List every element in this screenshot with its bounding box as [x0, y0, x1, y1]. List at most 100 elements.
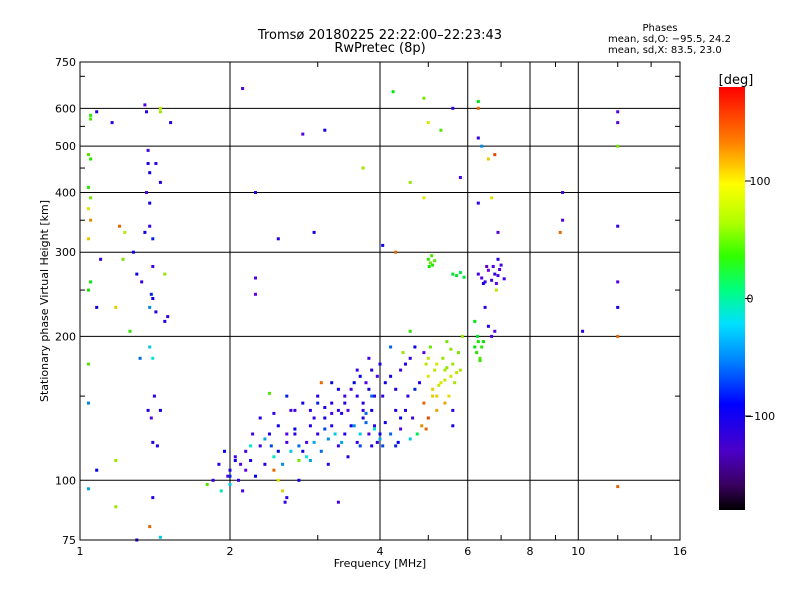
data-point: [457, 351, 460, 355]
data-point: [146, 408, 150, 412]
data-point: [316, 432, 320, 436]
data-point: [493, 272, 497, 276]
data-point: [481, 340, 485, 344]
data-point: [87, 153, 90, 157]
data-point: [455, 274, 459, 278]
data-point: [143, 103, 147, 107]
data-point: [373, 424, 376, 428]
data-point: [233, 459, 237, 462]
data-point: [399, 416, 403, 420]
x-tick-label: 1: [77, 545, 84, 558]
data-point: [375, 374, 379, 378]
data-point: [431, 394, 435, 398]
data-point: [426, 257, 430, 261]
data-point: [118, 224, 121, 228]
data-point: [269, 444, 273, 448]
data-point: [458, 271, 462, 275]
x-tick-label: 4: [377, 545, 384, 558]
data-point: [249, 459, 253, 462]
data-point: [263, 437, 267, 441]
data-point: [473, 319, 477, 323]
data-point: [435, 408, 439, 412]
data-point: [431, 387, 435, 391]
data-point: [490, 278, 494, 282]
data-point: [301, 401, 305, 405]
data-point: [323, 416, 327, 420]
data-point: [370, 444, 374, 448]
data-point: [375, 440, 379, 444]
data-point: [308, 424, 312, 428]
y-tick-label: 200: [55, 330, 76, 343]
y-axis-label: Stationary phase Virtual Height [km]: [38, 200, 51, 402]
data-point: [228, 483, 232, 486]
data-point: [228, 474, 232, 478]
data-point: [89, 157, 93, 161]
data-point: [367, 432, 371, 436]
data-point: [476, 340, 480, 344]
data-point: [87, 401, 90, 405]
data-point: [276, 424, 280, 428]
data-point: [493, 329, 497, 333]
data-point: [449, 347, 453, 351]
data-point: [228, 468, 232, 472]
data-point: [285, 394, 289, 398]
data-point: [361, 408, 365, 412]
data-point: [336, 444, 340, 448]
data-point: [370, 368, 374, 372]
data-point: [272, 468, 276, 472]
data-point: [258, 444, 262, 448]
data-point: [89, 113, 93, 117]
y-tick-label: 600: [55, 102, 76, 115]
data-point: [435, 394, 439, 398]
data-point: [89, 117, 93, 121]
data-point: [561, 218, 565, 222]
colorbar-tick-label: −100: [745, 410, 775, 423]
y-tick-label: 400: [55, 186, 76, 199]
data-point: [399, 368, 403, 372]
data-point: [326, 437, 330, 441]
data-point: [355, 440, 359, 444]
data-point: [169, 121, 173, 125]
data-point: [145, 191, 148, 194]
data-point: [486, 324, 490, 328]
data-point: [378, 432, 382, 436]
data-point: [394, 444, 398, 448]
data-point: [426, 416, 430, 420]
data-point: [478, 356, 482, 360]
x-tick-label: 10: [571, 545, 585, 558]
x-tick-label: 16: [673, 545, 687, 558]
data-point: [293, 427, 297, 431]
data-point: [424, 362, 428, 366]
data-point: [336, 387, 340, 391]
data-point: [330, 424, 334, 428]
data-point: [476, 136, 480, 140]
data-point: [447, 394, 451, 398]
data-point: [241, 87, 245, 90]
data-point: [326, 462, 330, 466]
data-point: [441, 356, 445, 360]
data-point: [131, 250, 135, 254]
data-point: [443, 368, 447, 372]
data-point: [475, 351, 479, 355]
data-point: [451, 408, 455, 412]
data-point: [616, 121, 620, 125]
data-point: [87, 185, 90, 189]
data-point: [330, 381, 334, 385]
data-point: [431, 263, 435, 267]
x-tick-label: 6: [464, 545, 471, 558]
data-point: [383, 381, 387, 385]
data-point: [241, 489, 245, 493]
data-point: [336, 500, 340, 504]
y-axis-ticks: 75 100 200 300 400 500 600 750: [55, 56, 680, 547]
data-point: [349, 387, 353, 391]
data-point: [460, 334, 464, 338]
data-point: [285, 496, 289, 500]
data-point: [276, 237, 280, 241]
data-point: [158, 106, 162, 110]
data-point: [490, 196, 494, 200]
data-point: [358, 444, 362, 448]
data-point: [367, 356, 371, 360]
data-point: [312, 440, 316, 444]
data-point: [361, 401, 365, 405]
data-point: [151, 440, 155, 444]
